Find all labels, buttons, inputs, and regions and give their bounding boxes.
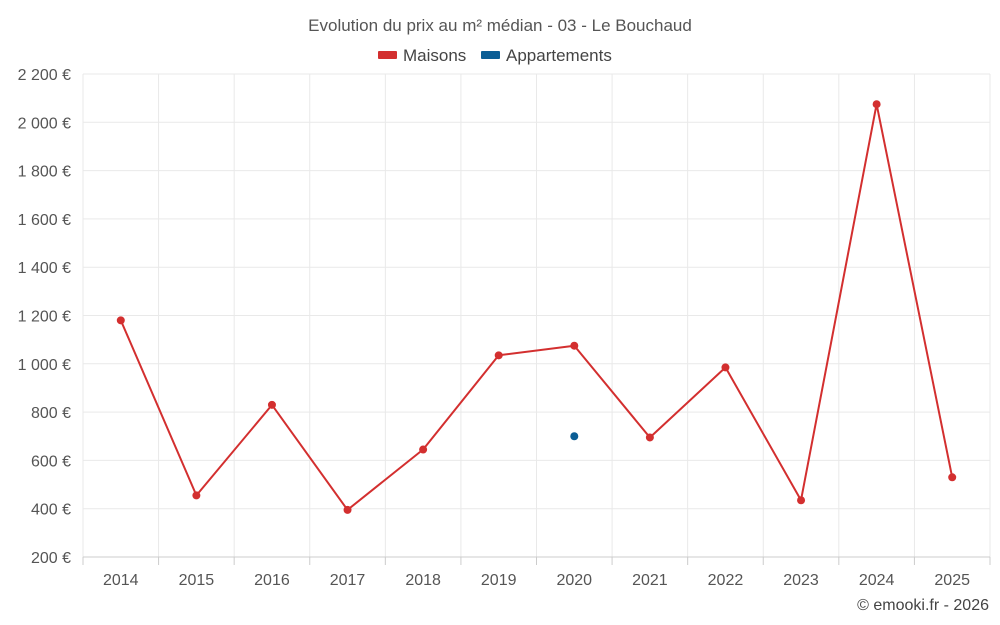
plot-area (116, 100, 957, 514)
x-tick-label: 2016 (254, 572, 290, 589)
y-tick-label: 1 800 € (18, 164, 71, 181)
y-axis: 200 € 400 € 600 € 800 € 1 000 € 1 200 € 1 400 … (18, 67, 71, 567)
legend-label-appartements: Appartements (506, 46, 612, 65)
data-point-maisons[interactable] (872, 100, 881, 109)
legend-item-maisons[interactable]: Maisons (378, 46, 466, 65)
x-tick-label: 2025 (934, 572, 970, 589)
y-tick-label: 1 400 € (18, 260, 71, 277)
data-point-maisons[interactable] (797, 496, 806, 505)
data-point-maisons[interactable] (721, 363, 730, 372)
y-tick-label: 2 200 € (18, 67, 71, 84)
legend: Maisons Appartements (378, 46, 612, 65)
x-tick-label: 2018 (405, 572, 441, 589)
data-point-appartements[interactable] (570, 432, 579, 441)
x-tick-label: 2019 (481, 572, 517, 589)
legend-swatch-maisons (378, 51, 397, 59)
x-tick-label: 2014 (103, 572, 139, 589)
data-point-maisons[interactable] (948, 473, 957, 482)
x-tick-label: 2015 (179, 572, 215, 589)
data-point-maisons[interactable] (192, 491, 201, 500)
data-point-maisons[interactable] (645, 433, 654, 442)
data-point-maisons[interactable] (494, 351, 503, 360)
data-point-maisons[interactable] (570, 341, 579, 350)
grid (82, 73, 991, 558)
y-tick-label: 200 € (31, 550, 71, 567)
y-tick-label: 1 600 € (18, 212, 71, 229)
data-point-maisons[interactable] (419, 445, 428, 454)
y-tick-label: 400 € (31, 502, 71, 519)
legend-swatch-appartements (481, 51, 500, 59)
y-tick-label: 600 € (31, 453, 71, 470)
x-tick-label: 2022 (708, 572, 744, 589)
x-tick-label: 2023 (783, 572, 819, 589)
x-tick-label: 2024 (859, 572, 895, 589)
y-tick-label: 2 000 € (18, 115, 71, 132)
y-tick-label: 1 200 € (18, 309, 71, 326)
data-point-maisons[interactable] (267, 400, 276, 409)
legend-label-maisons: Maisons (403, 46, 466, 65)
data-point-maisons[interactable] (116, 316, 125, 325)
credit: © emooki.fr - 2026 (857, 597, 989, 614)
x-axis: 2014 2015 2016 2017 2018 2019 2020 2021 2022 2023… (82, 556, 991, 589)
x-tick-label: 2017 (330, 572, 366, 589)
chart-title: Evolution du prix au m² médian - 03 - Le… (308, 16, 692, 35)
series-line-maisons (119, 103, 954, 511)
data-point-maisons[interactable] (343, 505, 352, 514)
legend-item-appartements[interactable]: Appartements (481, 46, 612, 65)
y-tick-label: 800 € (31, 405, 71, 422)
x-tick-label: 2021 (632, 572, 668, 589)
y-tick-label: 1 000 € (18, 357, 71, 374)
x-tick-label: 2020 (556, 572, 592, 589)
